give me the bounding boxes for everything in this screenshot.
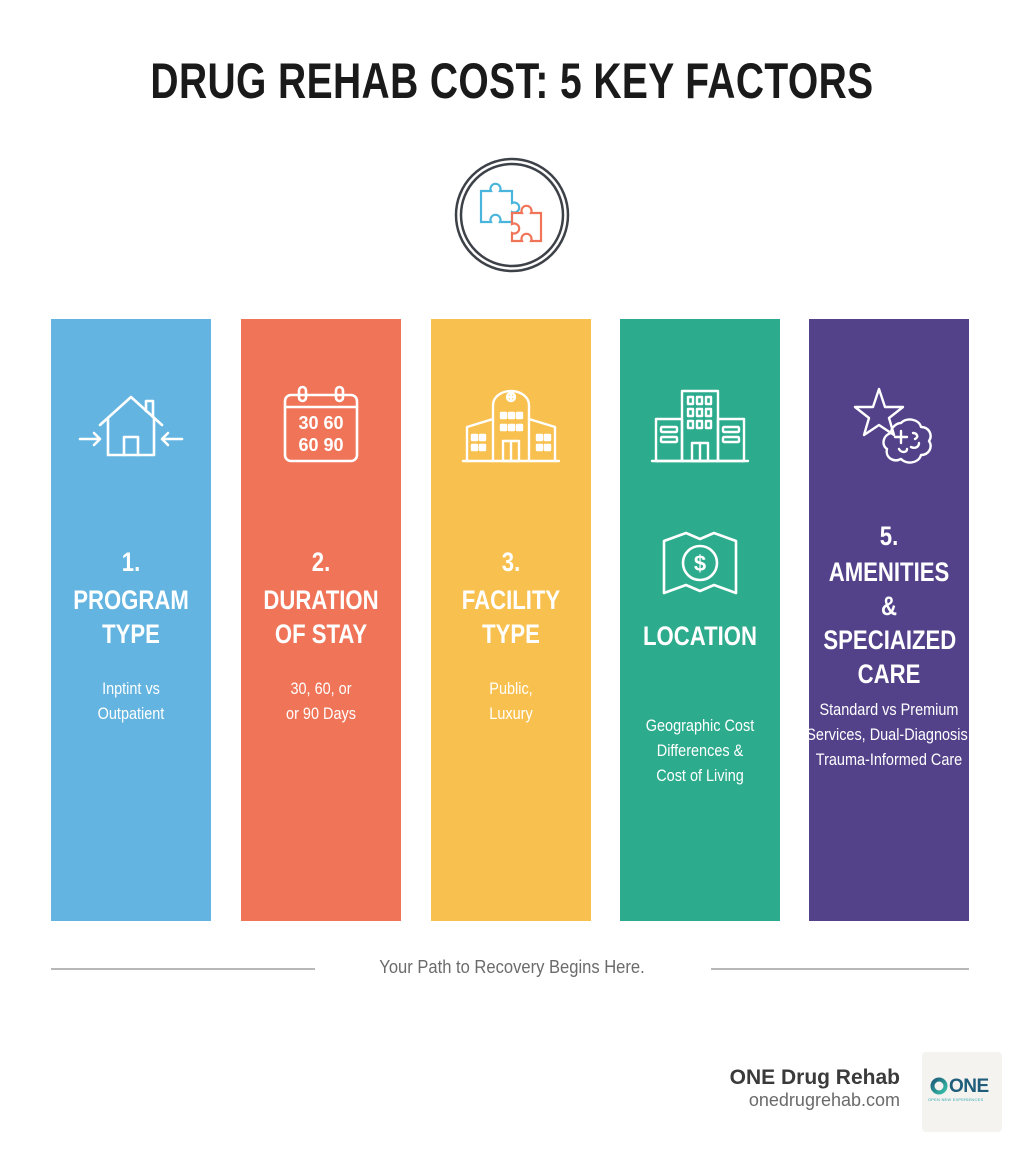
svg-text:30 60: 30 60 xyxy=(298,413,343,433)
factor-number: 1. xyxy=(121,547,141,577)
puzzle-pieces-icon xyxy=(454,157,570,273)
factor-number: 3. xyxy=(501,547,521,577)
factor-card-amenities: 5. AMENITIES & SPECIAIZED CARE Standard … xyxy=(809,319,969,921)
brand-name: ONE Drug Rehab xyxy=(729,1066,900,1089)
factor-description: Geographic Cost Differences & Cost of Li… xyxy=(645,716,755,785)
logo-text: ONE xyxy=(949,1076,989,1097)
factor-description: Public, Luxury xyxy=(489,679,533,723)
factor-heading: DURATION OF STAY xyxy=(263,585,379,649)
factor-card-location: $ LOCATION Geographic Cost Differences &… xyxy=(620,319,780,921)
factor-description: Standard vs Premium Services, Dual-Diagn… xyxy=(809,700,969,769)
factor-heading: AMENITIES & SPECIAIZED CARE xyxy=(823,557,957,689)
divider-right xyxy=(711,968,969,970)
brand-url[interactable]: onedrugrehab.com xyxy=(748,1090,900,1110)
factor-number: 5. xyxy=(879,521,899,551)
factor-number: 2. xyxy=(311,547,331,577)
map-dollar-icon: $ xyxy=(620,529,780,597)
svg-text:$: $ xyxy=(694,551,706,576)
star-brain-icon xyxy=(809,385,969,471)
tagline: Your Path to Recovery Begins Here. xyxy=(379,957,645,977)
factor-description: 30, 60, or or 90 Days xyxy=(286,679,356,723)
factor-card-facility-type: 3. FACILITY TYPE Public, Luxury xyxy=(431,319,591,921)
factor-card-program-type: 1. PROGRAM TYPE Inptint vs Outpatient xyxy=(51,319,211,921)
logo-subtext: OPEN NEW EXPERIENCES xyxy=(928,1097,984,1102)
divider-left xyxy=(51,968,315,970)
brand-logo: ONE OPEN NEW EXPERIENCES xyxy=(922,1052,1002,1132)
factor-heading: FACILITY TYPE xyxy=(461,585,561,649)
factor-heading: LOCATION xyxy=(643,621,757,651)
logo-ring-icon xyxy=(930,1077,948,1095)
house-arrows-icon xyxy=(51,391,211,461)
svg-text:60 90: 60 90 xyxy=(298,435,343,455)
factor-heading: PROGRAM TYPE xyxy=(73,585,189,649)
page-title: DRUG REHAB COST: 5 KEY FACTORS xyxy=(150,53,874,109)
calendar-icon: 30 60 60 90 xyxy=(241,385,401,465)
factor-card-duration: 30 60 60 90 2. DURATION OF STAY 30, 60, … xyxy=(241,319,401,921)
office-building-icon xyxy=(620,385,780,465)
hospital-building-icon xyxy=(431,385,591,465)
factor-description: Inptint vs Outpatient xyxy=(97,679,165,723)
